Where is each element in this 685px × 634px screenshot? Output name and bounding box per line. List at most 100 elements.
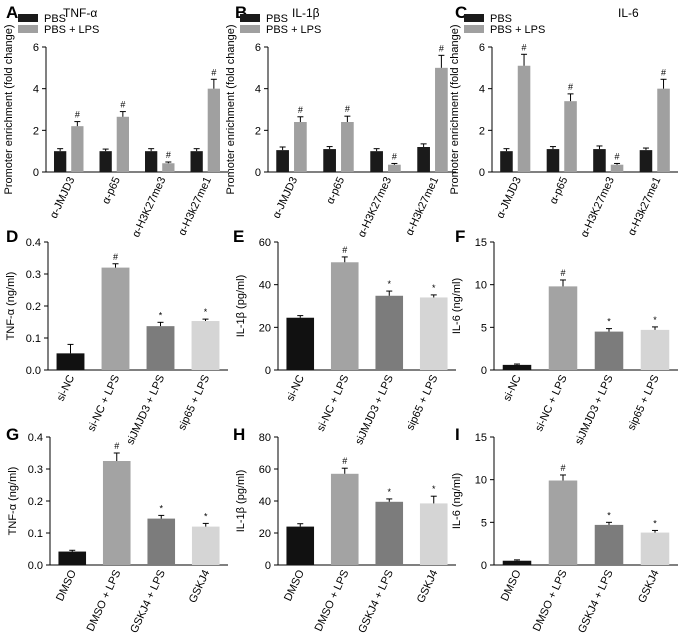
significance-mark: # [75,110,80,120]
y-tick-label: 0.3 [28,464,43,476]
category-label: α-H3K27me3 [130,175,168,239]
y-tick-label: 5 [481,322,487,334]
panel-letter: D [6,227,18,246]
significance-mark: * [204,307,208,317]
category-label: sip65 + LPS [626,373,662,432]
panel-letter: A [6,3,18,22]
category-label: si-NC + LPS [533,373,570,433]
category-label: α-H3k27me1 [626,175,664,237]
y-tick-label: 6 [479,42,485,54]
category-label: α-H3K27me3 [356,175,394,239]
significance-mark: # [615,151,620,161]
category-label: siJMJD3 + LPS [124,373,167,446]
y-tick-label: 0 [481,365,487,377]
category-label: α-H3K27me3 [579,175,617,239]
panel-letter: F [455,227,465,246]
significance-mark: # [560,463,565,473]
category-label: α-JMJD3 [271,175,301,220]
significance-mark: # [342,245,347,255]
y-axis-label: Promoter enrichment (fold change) [3,25,15,195]
category-label: DMSO + LPS [85,568,124,633]
bar [162,163,175,172]
y-tick-label: 0 [481,560,487,572]
bar [435,67,448,172]
legend-label: PBS + LPS [266,24,321,36]
bar [330,473,359,565]
bar [594,524,624,565]
y-tick-label: 2 [33,125,39,137]
bar [546,149,560,172]
significance-mark: # [120,100,125,110]
bar [548,480,578,565]
panel-i: I 0 5 10 15 IL-6 (ng/ml) DMSO # DMSO + LPS * GSKJ4… [451,425,678,634]
bar [294,122,307,172]
significance-mark: * [387,487,391,497]
panel-title: TNF-α [63,6,97,20]
bar [71,126,84,172]
y-axis-label: TNF-α (ng/ml) [7,467,19,536]
y-tick-label: 60 [259,464,271,476]
category-label: α-p65 [100,175,123,206]
category-label: GSKJ4 [187,568,213,605]
legend-swatch [240,14,260,22]
category-label: sip65 + LPS [404,373,440,432]
category-label: siJMJD3 + LPS [573,373,616,446]
significance-mark: # [568,82,573,92]
category-label: GSKJ4 [415,568,441,605]
y-tick-label: 10 [475,475,487,487]
category-label: α-H3k27me1 [176,175,214,237]
legend-swatch [464,25,484,33]
bar [370,151,383,172]
significance-mark: # [114,441,119,451]
bar [610,164,624,172]
panel-letter: G [6,425,19,444]
y-axis-label: IL-1β (pg/ml) [235,470,247,533]
significance-mark: * [387,279,391,289]
significance-mark: # [211,67,216,77]
category-label: si-NC + LPS [86,373,123,433]
category-label: siJMJD3 + LPS [353,373,396,446]
bar [101,267,130,370]
bar [548,286,578,370]
y-tick-label: 0 [265,365,271,377]
legend-label: PBS [44,13,66,25]
significance-mark: * [432,484,436,494]
y-axis-label: IL-6 (ng/ml) [451,473,463,529]
panel-title: IL-6 [618,6,639,20]
bar [419,297,448,370]
bar [502,560,532,565]
y-tick-label: 20 [259,528,271,540]
y-tick-label: 40 [259,280,271,292]
significance-mark: * [607,510,611,520]
y-axis-label: Promoter enrichment (fold change) [225,25,237,195]
y-tick-label: 0.1 [28,528,43,540]
bar [54,151,67,172]
bar [417,147,430,172]
bar [419,503,448,565]
bar [593,149,606,172]
significance-mark: # [113,252,118,262]
y-tick-label: 0.2 [28,496,43,508]
y-tick-label: 0 [265,560,271,572]
bar [116,116,129,172]
bar [147,518,176,565]
bar [502,364,532,370]
y-tick-label: 4 [255,84,261,96]
y-tick-label: 0.0 [28,560,43,572]
panel-h: H 0 20 40 60 80 IL-1β (pg/ml) DMSO # DMSO + LPS * G… [233,425,456,634]
significance-mark: # [342,456,347,466]
y-tick-label: 60 [259,237,271,249]
category-label: si-NC [501,373,524,403]
bar [207,88,220,172]
y-tick-label: 15 [475,237,487,249]
significance-mark: # [661,67,666,77]
category-label: DMSO + LPS [313,568,352,633]
bar [500,151,513,172]
bar [276,150,289,172]
legend-swatch [240,25,260,33]
bar [323,149,336,172]
legend-label: PBS + LPS [44,24,99,36]
